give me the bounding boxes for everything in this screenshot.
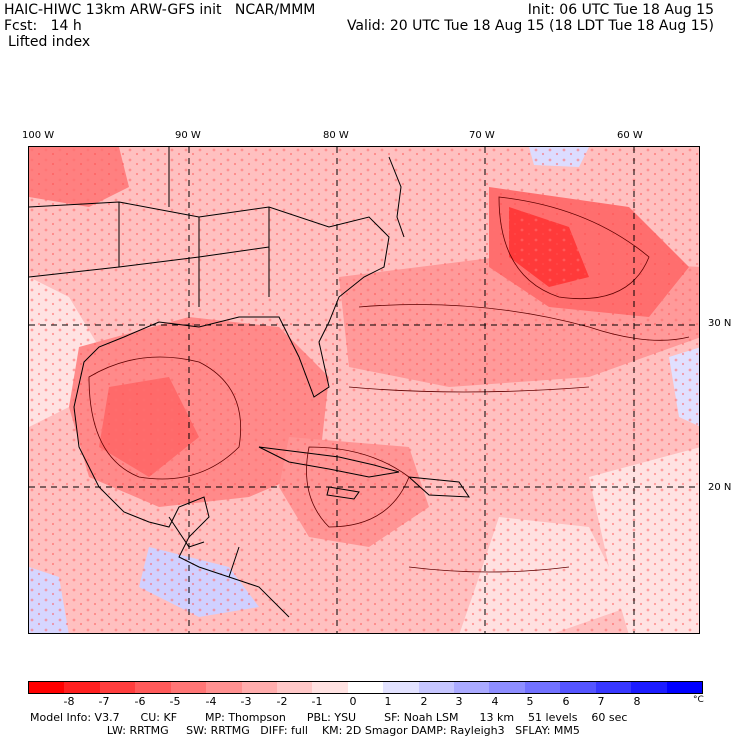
colorbar-tick: -2 [276,695,288,708]
colorbar-swatch [560,682,596,693]
lon-label-60w: 60 W [617,130,643,141]
valid-time: Valid: 20 UTC Tue 18 Aug 15 (18 LDT Tue … [346,18,714,34]
graticule [29,147,699,633]
colorbar-unit: °C [693,695,704,705]
lat-label-30n: 30 N [708,318,732,329]
colorbar-tick: 7 [597,695,605,708]
colorbar-swatch [64,682,100,693]
colorbar-swatch [29,682,65,693]
colorbar-tick: 2 [420,695,428,708]
colorbar-swatch [206,682,242,693]
colorbar-swatch [276,682,313,693]
colorbar-swatch [524,682,561,693]
colorbar-tick: -7 [98,695,110,708]
colorbar-tick: 1 [384,695,392,708]
colorbar-swatch [347,682,384,693]
model-info-line2: LW: RRTMG SW: RRTMG DIFF: full KM: 2D Sm… [30,724,580,737]
colorbar-swatch [631,682,667,693]
model-info-line1: Model Info: V3.7 CU: KF MP: Thompson PBL… [30,711,628,724]
colorbar-tick: -5 [169,695,181,708]
colorbar-swatch [312,682,348,693]
field-texture [29,147,699,633]
colorbar-tick: 3 [455,695,463,708]
init-time: Init: 06 UTC Tue 18 Aug 15 [527,2,714,18]
colorbar-swatch [135,682,171,693]
colorbar-tick: -8 [63,695,75,708]
lifted-index-map [29,147,699,633]
colorbar-swatch [383,682,419,693]
colorbar-swatch [418,682,455,693]
colorbar-tick: -4 [205,695,217,708]
colorbar-swatch [454,682,490,693]
forecast-hour: Fcst: 14 h [4,18,82,34]
colorbar-swatch [666,682,703,693]
lon-label-70w: 70 W [469,130,495,141]
colorbar-swatch [241,682,277,693]
colorbar-tick: 4 [491,695,499,708]
lon-label-90w: 90 W [175,130,201,141]
map-panel [28,146,700,634]
colorbar-tick: -1 [311,695,323,708]
colorbar-swatch [489,682,525,693]
coastlines [29,147,470,618]
chart-title: HAIC-HIWC 13km ARW-GFS init NCAR/MMM [4,2,316,18]
colorbar-tick: 5 [526,695,534,708]
lat-label-20n: 20 N [708,482,732,493]
colorbar [28,681,703,694]
colorbar-tick: -6 [134,695,146,708]
colorbar-tick: 0 [349,695,357,708]
contours [88,196,690,573]
colorbar-tick: -3 [240,695,252,708]
field-name: Lifted index [8,34,91,50]
colorbar-tick: 6 [562,695,570,708]
lon-label-100w: 100 W [22,130,55,141]
colorbar-swatch [595,682,632,693]
lon-label-80w: 80 W [323,130,349,141]
colorbar-swatch [170,682,207,693]
colorbar-swatch [99,682,136,693]
colorbar-tick: 8 [633,695,641,708]
